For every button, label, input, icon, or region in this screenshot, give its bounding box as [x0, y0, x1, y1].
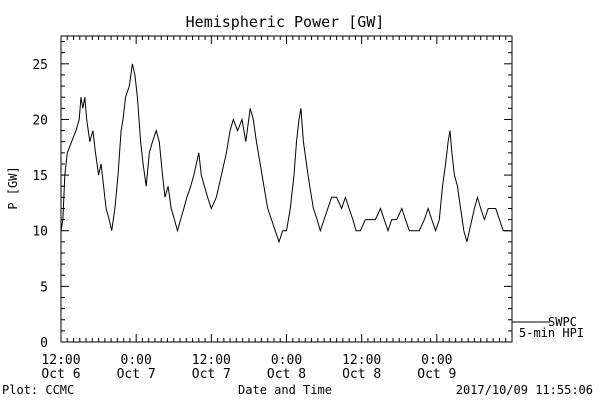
x-tick-time-label: 0:00 [121, 353, 152, 368]
plot-frame [60, 35, 513, 343]
y-tick-label: 10 [32, 225, 48, 240]
footer-plot-credit: Plot: CCMC [2, 383, 74, 397]
x-tick-date-label: Oct 7 [192, 367, 231, 382]
y-tick-label: 0 [40, 336, 48, 351]
x-tick-date-label: Oct 6 [41, 367, 80, 382]
series-line-swpc [60, 63, 512, 244]
y-tick-label: 20 [32, 113, 48, 128]
y-axis-ticks: 0 5 10 15 20 25 [32, 41, 512, 351]
x-tick-time-label: 0:00 [421, 353, 452, 368]
footer-timestamp: 2017/10/09 11:55:06 [456, 383, 593, 397]
x-tick-date-label: Oct 8 [267, 367, 306, 382]
x-axis-label: Date and Time [238, 383, 332, 397]
x-tick-time-label: 12:00 [192, 353, 231, 368]
x-tick-time-label: 0:00 [271, 353, 302, 368]
series-layer [60, 63, 512, 244]
y-tick-label: 15 [32, 169, 48, 184]
y-axis-label: P [GW] [6, 166, 20, 209]
x-tick-date-label: Oct 9 [417, 367, 456, 382]
y-tick-label: 25 [32, 58, 48, 73]
x-tick-date-label: Oct 8 [342, 367, 381, 382]
x-tick-date-label: Oct 7 [117, 367, 156, 382]
legend-swpc-label: SWPC [548, 315, 577, 329]
x-tick-time-label: 12:00 [342, 353, 381, 368]
x-tick-time-label: 12:00 [41, 353, 80, 368]
chart-title: Hemispheric Power [GW] [186, 13, 385, 31]
legend-hpi-label: 5-min HPI [519, 326, 584, 340]
y-tick-label: 5 [40, 280, 48, 295]
